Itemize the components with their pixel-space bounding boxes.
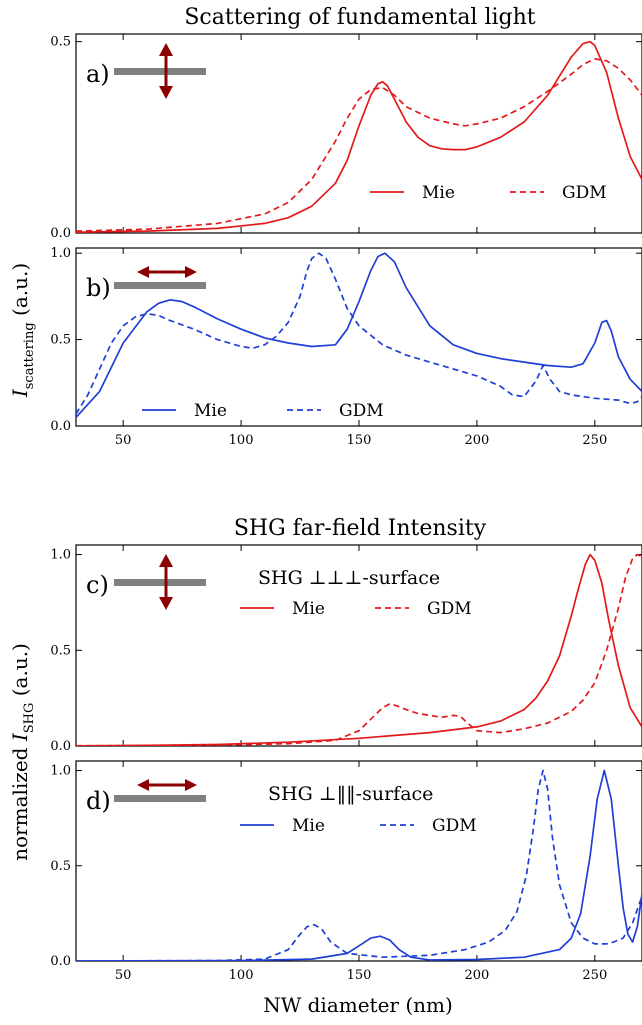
legend: Mie GDM [240,599,472,619]
vertical-double-arrow-icon [159,554,173,610]
legend-label: Mie [292,599,325,619]
legend: Mie GDM [142,401,384,421]
horizontal-double-arrow-icon [137,266,197,278]
x-tick-label: 250 [582,968,607,983]
x-tick-label: 200 [465,433,490,448]
series-group [76,252,642,418]
x-tick-label: 200 [465,968,490,983]
series-group [76,769,642,961]
top-y-axis-label: Iscattering (a.u.) [8,263,37,398]
surface-bar-icon [114,282,206,289]
plot-frame [75,247,642,427]
panel-b: 50 100 150 200 250 0.0 0.5 1.0 b) Mie GDM [50,246,642,448]
horizontal-double-arrow-icon [137,779,197,791]
series-line-gdm [76,769,642,961]
y-tick-label: 0.0 [50,954,71,969]
legend: Mie GDM [370,183,607,203]
panel-label: a) [86,60,110,88]
series-group [76,40,642,233]
panel-annotation: SHG ⊥‖‖-surface [268,783,433,805]
series-line-mie [76,252,642,418]
y-tick-label: 1.0 [50,764,71,779]
y-tick-label: 0.0 [50,739,71,754]
x-tick-label: 150 [347,433,372,448]
legend-label: Mie [422,183,455,203]
y-tick-label: 0.0 [50,419,71,434]
panel-label: d) [86,787,111,815]
plot-frame [75,33,642,234]
y-tick-label: 0.5 [50,643,71,658]
panel-label: c) [86,571,109,599]
x-tick-label: 100 [229,433,254,448]
legend-label: Mie [292,816,325,836]
x-tick-label: 100 [229,968,254,983]
legend-label: Mie [194,401,227,421]
series-group [76,553,642,746]
y-tick-label: 0.5 [50,859,71,874]
bottom-y-axis-label: normalized ISHG (a.u.) [8,643,37,861]
panel-a: 0.0 0.5 a) Mie GDM [50,33,642,241]
x-tick-label: 250 [582,433,607,448]
legend: Mie GDM [240,816,477,836]
x-axis-label: NW diameter (nm) [263,993,453,1017]
series-line-mie [76,769,642,961]
panel-d: 50 100 150 200 250 0.0 0.5 1.0 d) SHG ⊥‖‖-surface… [50,760,642,983]
series-line-gdm [76,58,642,232]
legend-label: GDM [562,183,607,203]
vertical-double-arrow-icon [159,43,173,99]
series-line-mie [76,553,642,746]
panel-annotation: SHG ⊥⊥⊥-surface [258,567,440,589]
top-chart-title: Scattering of fundamental light [184,5,535,30]
legend-label: GDM [427,599,472,619]
y-tick-label: 1.0 [50,548,71,563]
panel-label: b) [86,274,111,302]
series-line-mie [76,40,642,233]
surface-bar-icon [114,68,206,75]
y-tick-label: 1.0 [50,246,71,261]
x-tick-label: 50 [115,968,132,983]
y-tick-label: 0.0 [50,226,71,241]
y-tick-label: 0.5 [50,333,71,348]
surface-bar-icon [114,795,206,802]
y-tick-label: 0.5 [50,35,71,50]
bottom-chart-title: SHG far-field Intensity [234,516,487,541]
series-line-gdm [76,252,642,415]
surface-bar-icon [114,579,206,586]
series-line-gdm [76,553,642,746]
x-tick-label: 150 [347,968,372,983]
legend-label: GDM [432,816,477,836]
legend-label: GDM [339,401,384,421]
panel-c: 0.0 0.5 1.0 c) SHG ⊥⊥⊥-surface Mie GDM [50,544,642,754]
x-tick-label: 50 [115,433,132,448]
